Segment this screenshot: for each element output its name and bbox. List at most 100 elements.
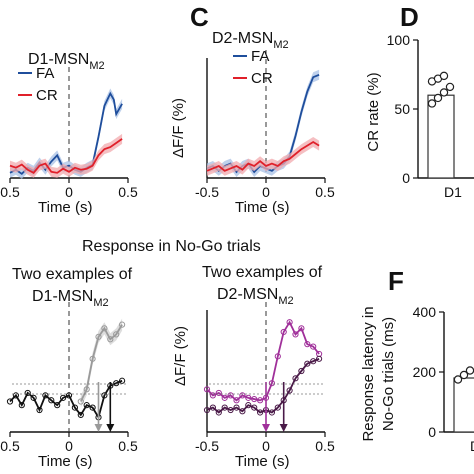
panel-c-x-tick-label: 0 (262, 184, 270, 200)
panel-e-data-point (83, 402, 90, 409)
panel-e2-xlabel: Time (s) (235, 453, 289, 470)
panel-e-latency-arrowhead (94, 424, 103, 432)
panel-b-plot: 0.5 0 0.5 FA CR (0, 65, 138, 200)
panel-e-data-point (48, 397, 55, 404)
panel-e2-data-point (251, 395, 258, 403)
panel-e-band-gray (80, 318, 123, 408)
panel-e-data-point (101, 392, 108, 399)
panel-e-data-point (107, 336, 114, 343)
panel-b-xlabel: Time (s) (38, 199, 92, 216)
panel-e2-data-point (209, 392, 216, 399)
panel-b-x-tick-label: 0 (65, 184, 73, 200)
panel-e2-latency-arrowhead (262, 424, 270, 432)
panel-e2-data-point (239, 408, 246, 415)
panel-b-x-tick-label: 0.5 (0, 184, 20, 200)
panel-f-y-tick-label: 0 (428, 424, 436, 440)
panel-e-data-point (54, 402, 61, 409)
panel-e2-data-point (286, 319, 293, 326)
panel-d-ylabel: CR rate (%) (365, 72, 382, 151)
panel-c-legend-label-cr: CR (251, 70, 273, 87)
panel-e-plot: 0.5 0 0.5 (0, 302, 138, 454)
panel-b-legend-label-fa: FA (36, 65, 54, 82)
panel-e2-data-point (233, 397, 240, 404)
panel-e2-data-point (298, 325, 305, 332)
panel-c-plot: -0.5 0 0.5 FA CR (195, 48, 335, 200)
panel-e2-title-line2: D2-MSNM2 (217, 286, 294, 307)
panel-f-plot: 0 200 400 D (413, 304, 474, 454)
panel-e-data-point (113, 380, 120, 387)
panel-e-title-line2: D1-MSNM2 (32, 288, 109, 309)
panel-f-data-point (459, 370, 469, 380)
panel-e2-data-point (245, 394, 252, 401)
panel-e2-data-point (257, 409, 264, 416)
panel-e2-series-line-0 (206, 320, 320, 402)
panel-e2-data-point (209, 404, 216, 411)
panel-b-series-line-cr (9, 138, 123, 174)
panel-d-y-tick-label: 50 (394, 101, 410, 117)
panel-e2-data-point (292, 331, 299, 338)
panel-c-xlabel: Time (s) (235, 199, 289, 216)
panel-c-series-line-cr (206, 140, 320, 172)
panel-e-data-point (65, 392, 73, 399)
panel-letter-d: D (400, 2, 419, 32)
panel-e2-series-line-1 (206, 357, 320, 414)
panel-e-data-point (101, 325, 108, 332)
panel-e-data-point (113, 331, 120, 338)
panel-b-x-tick-label: 0.5 (118, 184, 138, 200)
panel-e2-data-point (298, 367, 305, 375)
panel-e2-data-point (304, 341, 311, 348)
panel-letter-f: F (388, 266, 404, 296)
panel-e2-data-point (304, 360, 311, 367)
panel-e2-data-point (292, 375, 299, 382)
panel-e2-data-point (227, 392, 234, 399)
panel-e2-data-point (274, 353, 281, 360)
panel-e-x-tick-label: 0.5 (0, 438, 20, 454)
panel-e2-data-point (215, 389, 222, 397)
panel-e2-data-point (268, 409, 275, 416)
panel-e2-data-point (280, 328, 287, 336)
panel-e2-data-point (233, 404, 240, 411)
panel-e-data-point (42, 392, 49, 399)
panel-f-x-tick-label: D (470, 438, 474, 454)
panel-f-ylabel-line2: No-Go trials (ms) (380, 317, 397, 431)
panel-d-y-tick-label: 0 (402, 170, 410, 186)
panel-f-ylabel-line1: Response latency in (360, 306, 377, 441)
panel-f-data-point (465, 366, 474, 375)
panel-d-data-point (439, 88, 449, 97)
panel-f-y-tick-label: 400 (413, 304, 437, 320)
panel-e-x-tick-label: 0.5 (118, 438, 138, 454)
panel-e-data-point (119, 377, 126, 384)
panel-c-ylabel: ΔF/F (%) (170, 98, 187, 158)
panel-e-data-point (12, 392, 19, 399)
panel-f-bar (453, 377, 474, 433)
panel-d-plot: 0 50 100 D1 (387, 32, 474, 200)
panel-e-data-point (6, 398, 14, 405)
panel-d-data-point (445, 82, 455, 92)
panel-e2-data-point (316, 355, 323, 362)
panel-e2-data-point (268, 380, 275, 387)
panel-c-legend-label-fa: FA (251, 48, 269, 65)
panel-e-data-point (89, 355, 96, 362)
panel-e2-data-point (257, 397, 264, 404)
panel-e-data-point (30, 394, 37, 401)
panel-c-x-tick-label: -0.5 (195, 184, 219, 200)
panel-d-x-tick-label: D1 (444, 184, 462, 200)
panel-e-data-point (77, 398, 84, 405)
panel-c-series-line-fa (206, 73, 320, 174)
panel-e2-data-point (221, 404, 228, 411)
panel-e2-data-point (221, 394, 228, 401)
panel-f-data-point (453, 375, 463, 384)
panel-e2-title-line1: Two examples of (202, 264, 323, 281)
panel-d-y-tick-label: 100 (387, 32, 411, 48)
panel-e2-plot: -0.5 0 0.5 (195, 302, 335, 454)
panel-e-series-line-1 (9, 379, 123, 420)
panel-e-data-point (95, 333, 102, 340)
panel-e2-latency-arrowhead (279, 424, 288, 432)
panel-c-x-tick-label: 0.5 (315, 184, 335, 200)
panel-e-data-point (18, 402, 25, 409)
panel-e2-data-point (245, 402, 252, 409)
panel-e2-x-tick-label: -0.5 (195, 438, 219, 454)
panel-e-data-point (83, 386, 90, 393)
panel-e2-ylabel: ΔF/F (%) (172, 326, 189, 386)
